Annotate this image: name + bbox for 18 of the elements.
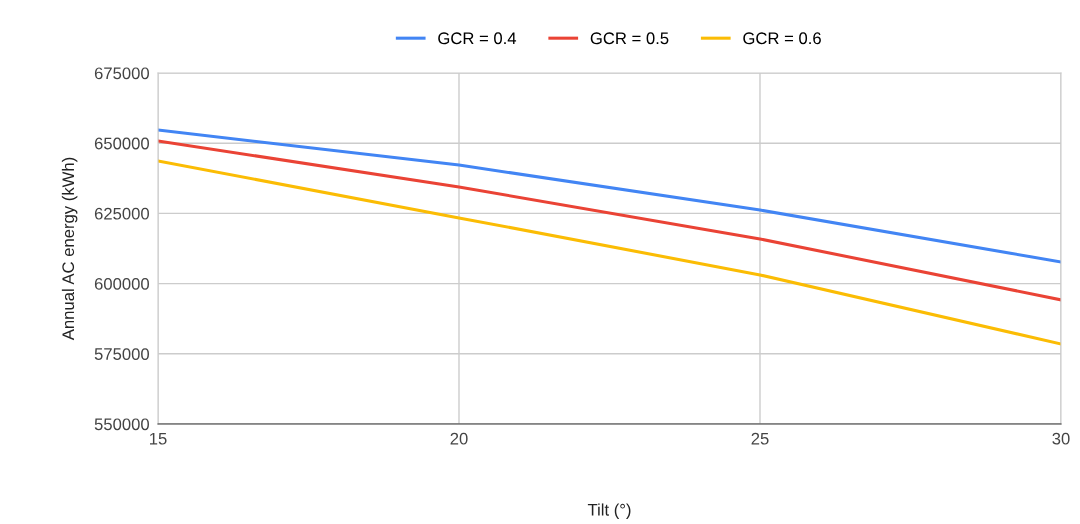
- y-tick-label: 650000: [94, 137, 150, 150]
- legend-label: GCR = 0.6: [743, 32, 821, 45]
- legend-label: GCR = 0.5: [590, 32, 669, 45]
- x-axis-title: Tilt (°): [587, 503, 631, 519]
- y-tick-label: 675000: [94, 67, 150, 80]
- line-series: [158, 139, 1061, 302]
- line-series: [158, 159, 1061, 346]
- y-tick-label: 600000: [94, 278, 150, 290]
- x-tick-label: 25: [751, 432, 769, 445]
- line-series: [158, 128, 1061, 264]
- y-tick-label: 550000: [94, 418, 150, 431]
- x-tick-label: 15: [150, 432, 167, 445]
- x-tick-label: 20: [450, 432, 468, 445]
- x-tick-label: 30: [1052, 432, 1070, 445]
- y-tick-label: 575000: [94, 348, 150, 360]
- y-tick-label: 625000: [94, 207, 150, 220]
- y-axis-title: Annual AC energy (kWh): [61, 157, 78, 341]
- legend-label: GCR = 0.4: [438, 32, 517, 45]
